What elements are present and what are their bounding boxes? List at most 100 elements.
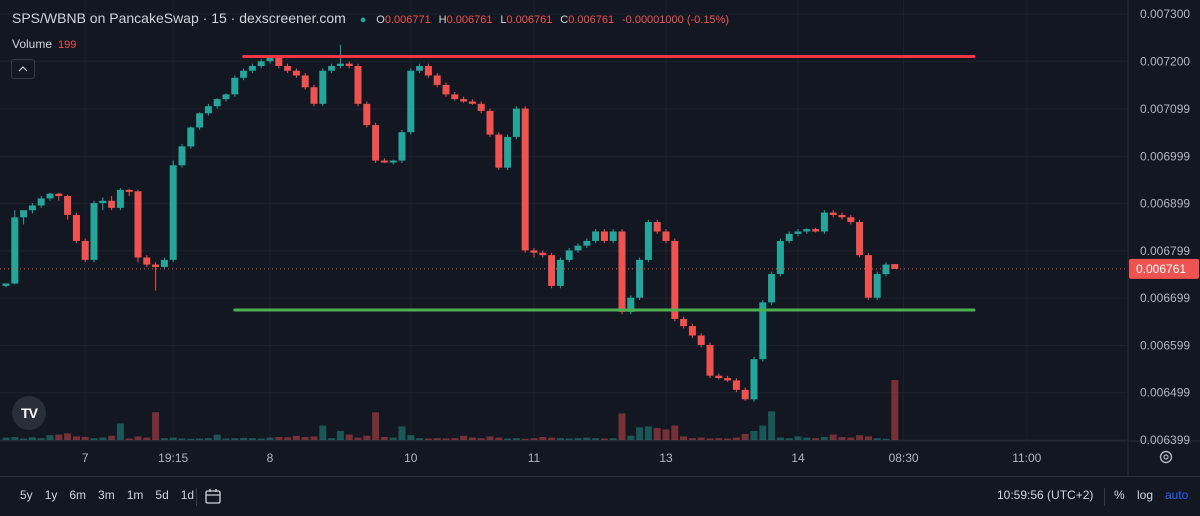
volume-bar <box>539 436 547 440</box>
range-button-3m[interactable]: 3m <box>98 488 115 502</box>
volume-bar <box>759 425 767 440</box>
price-tick-label: 0.006699 <box>1140 291 1190 305</box>
settings-gear-icon[interactable] <box>1158 449 1174 465</box>
volume-bar <box>169 437 177 440</box>
candle <box>838 212 846 220</box>
volume-bar <box>345 434 353 440</box>
candle <box>521 106 529 253</box>
candle <box>328 63 336 74</box>
volume-bar <box>636 427 644 440</box>
candle-body <box>20 210 28 218</box>
candle-body <box>688 326 696 336</box>
candle <box>187 126 195 149</box>
candle-body <box>715 375 723 379</box>
volume-bar <box>882 438 890 440</box>
candle-body <box>407 70 415 133</box>
symbol-title[interactable]: SPS/WBNB on PancakeSwap · 15 · dexscreen… <box>12 10 346 26</box>
candle-body <box>882 264 890 275</box>
candle <box>301 73 309 90</box>
candle <box>768 271 776 305</box>
candle <box>222 93 230 102</box>
range-button-1d[interactable]: 1d <box>180 488 195 502</box>
candlestick-chart[interactable]: 0.007300 0.007200 0.007099 0.006999 0.006899… <box>0 0 1200 476</box>
candle <box>416 63 424 74</box>
candle <box>389 159 397 165</box>
volume-bar <box>838 436 846 440</box>
candle-body <box>178 146 186 166</box>
volume-legend[interactable]: Volume 199 <box>12 37 76 51</box>
volume-bar <box>504 438 512 440</box>
volume-bar <box>398 426 406 440</box>
candle <box>424 63 432 78</box>
candle <box>284 63 292 74</box>
candle <box>398 129 406 163</box>
candle-body <box>697 335 705 345</box>
volume-bar <box>231 438 239 440</box>
candle-body <box>856 222 864 256</box>
grid-lines <box>0 0 1200 476</box>
time-tick-label: 08:30 <box>889 451 919 465</box>
candle <box>565 248 573 263</box>
candle-body <box>530 250 538 253</box>
candle <box>248 63 256 74</box>
collapse-legend-button[interactable] <box>11 59 35 79</box>
candle <box>812 227 820 233</box>
volume-bar <box>609 438 617 440</box>
candle-body <box>433 75 441 85</box>
bottom-toolbar: 5y 1y 6m 3m 1m 5d 1d 10:59:56 (UTC+2) % log au… <box>0 476 1200 516</box>
candle <box>292 68 300 78</box>
candle <box>11 210 19 285</box>
candle-body <box>486 110 494 135</box>
candle-body <box>512 108 520 137</box>
candle-body <box>134 191 142 258</box>
candle <box>662 229 670 244</box>
price-tick-label: 0.006599 <box>1140 338 1190 352</box>
auto-scale-toggle[interactable]: auto <box>1165 488 1189 502</box>
calendar-icon[interactable] <box>204 487 222 505</box>
time-tick-label: 10 <box>404 451 418 465</box>
candle <box>380 158 388 163</box>
candle-body <box>838 214 846 218</box>
range-button-5y[interactable]: 5y <box>20 488 33 502</box>
time-tick-label: 8 <box>267 451 274 465</box>
price-axis[interactable]: 0.007300 0.007200 0.007099 0.006999 0.006899… <box>0 7 1199 447</box>
price-tick-label: 0.006799 <box>1140 244 1190 258</box>
candle-body <box>618 231 626 312</box>
candle-body <box>653 222 661 232</box>
candle-body <box>222 94 230 100</box>
range-button-5d[interactable]: 5d <box>155 488 169 502</box>
candle <box>882 262 890 277</box>
time-axis[interactable]: 7 19:15 8 10 11 13 14 08:30 11:00 <box>82 451 1042 465</box>
candle <box>152 262 160 291</box>
volume-bar <box>108 435 116 440</box>
volume-bar <box>99 437 107 440</box>
log-scale-toggle[interactable]: log <box>1137 488 1154 502</box>
candle-body <box>55 193 63 197</box>
candle-body <box>345 63 353 67</box>
candle-body <box>829 212 837 215</box>
volume-bar <box>662 429 670 440</box>
candle-body <box>812 229 820 232</box>
candle <box>372 122 380 163</box>
tradingview-logo[interactable]: TV <box>12 396 46 430</box>
candle-body <box>741 389 749 400</box>
candle-body <box>46 193 54 199</box>
range-button-6m[interactable]: 6m <box>69 488 87 502</box>
candle-body <box>565 250 573 260</box>
candle-body <box>680 318 688 327</box>
volume-bar <box>556 438 564 440</box>
candle-body <box>768 274 776 303</box>
timezone-clock[interactable]: 10:59:56 (UTC+2) <box>997 488 1094 502</box>
candle <box>213 98 221 109</box>
range-button-1m[interactable]: 1m <box>126 488 144 502</box>
trend-lines[interactable] <box>233 55 976 312</box>
candle <box>864 252 872 301</box>
volume-bar <box>750 430 758 440</box>
candle-body <box>794 231 802 234</box>
volume-bar <box>319 425 327 440</box>
candle-body <box>891 264 899 269</box>
range-button-1y[interactable]: 1y <box>44 488 58 502</box>
percent-scale-toggle[interactable]: % <box>1114 488 1125 502</box>
volume-bar <box>627 435 635 440</box>
candle <box>741 387 749 401</box>
